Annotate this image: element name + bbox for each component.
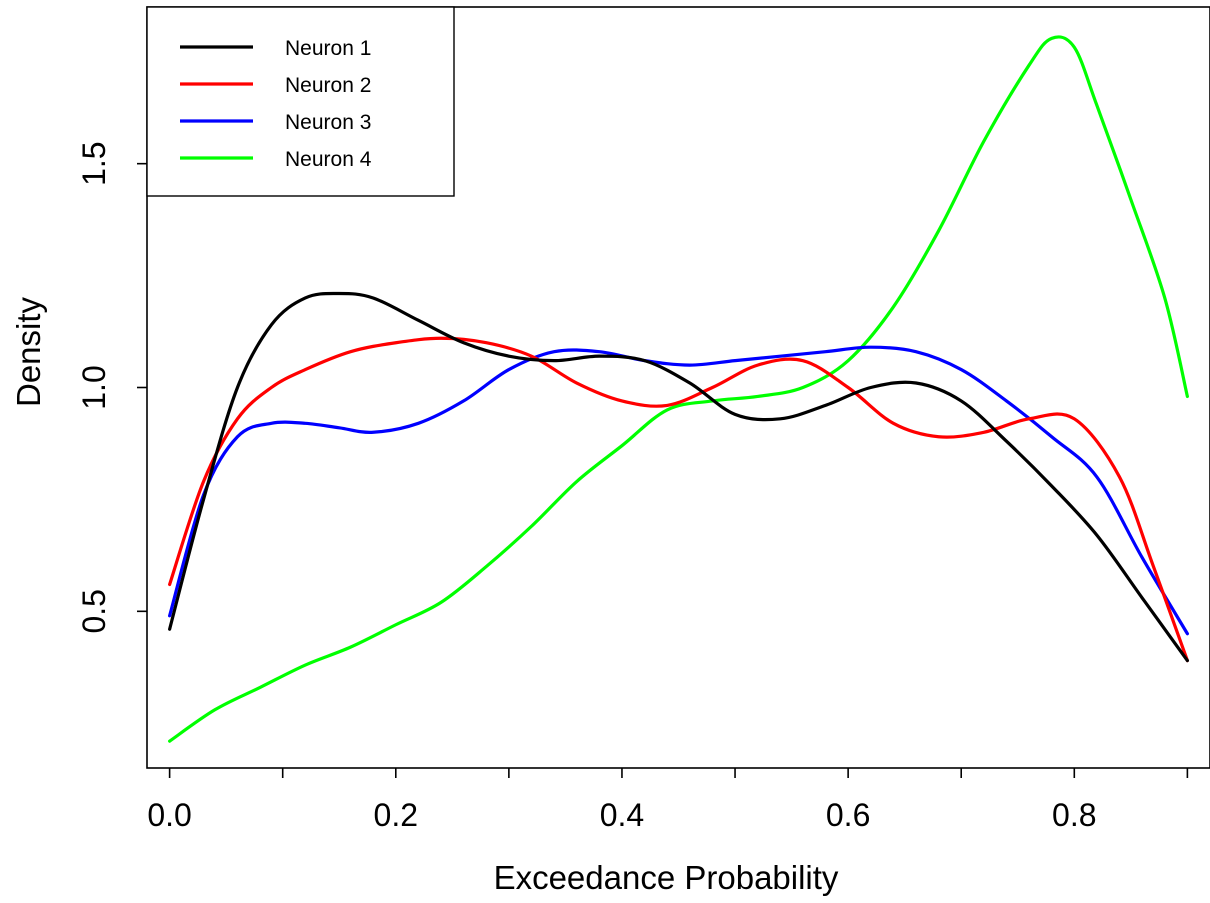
legend-label-3: Neuron 3 [285, 111, 371, 134]
series-layer [168, 35, 1189, 743]
series-line-3 [168, 345, 1189, 636]
x-tick-label-4: 0.8 [1052, 797, 1096, 833]
legend-label-4: Neuron 4 [285, 148, 372, 171]
y-tick-label-1: 1.0 [76, 365, 112, 409]
y-tick-label-0: 0.5 [76, 589, 112, 633]
plot-axes: 0.0 0.2 0.4 0.6 0.8 0.5 1.0 1.5 [76, 6, 1210, 833]
series-line-1 [168, 291, 1189, 663]
x-tick-label-0: 0.0 [147, 797, 191, 833]
x-tick-label-1: 0.2 [374, 797, 418, 833]
x-tick-label-3: 0.6 [826, 797, 870, 833]
legend: Neuron 1 Neuron 2 Neuron 3 Neuron 4 [146, 6, 455, 197]
series-line-2 [168, 336, 1189, 663]
y-axis-label: Density [10, 296, 47, 407]
series-line-4 [168, 35, 1189, 743]
x-axis-label: Exceedance Probability [494, 859, 839, 896]
y-tick-label-2: 1.5 [76, 141, 112, 185]
legend-label-1: Neuron 1 [285, 37, 371, 60]
legend-label-2: Neuron 2 [285, 74, 371, 97]
legend-box [146, 6, 455, 197]
x-tick-label-2: 0.4 [600, 797, 644, 833]
